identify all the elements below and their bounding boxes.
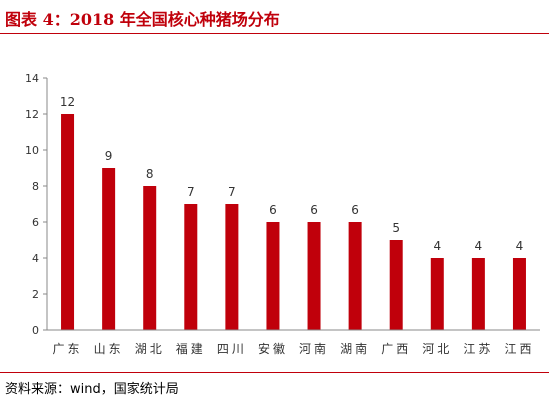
source-note: 资料来源：wind，国家统计局 <box>5 382 179 397</box>
bar <box>184 204 198 330</box>
bar <box>389 240 403 330</box>
x-tick-label: 河北 <box>422 342 452 356</box>
x-tick-label: 江西 <box>504 342 534 356</box>
bar <box>102 168 116 330</box>
bar <box>430 258 444 330</box>
y-tick-label: 8 <box>32 180 39 193</box>
figure-title: 图表 4：2018 年全国核心种猪场分布 <box>5 10 280 29</box>
y-tick-label: 0 <box>32 324 39 337</box>
bar <box>225 204 239 330</box>
bar-value-label: 4 <box>433 239 441 253</box>
bar-value-label: 9 <box>105 149 113 163</box>
bar <box>61 114 75 330</box>
bar-value-label: 4 <box>516 239 524 253</box>
bar <box>471 258 485 330</box>
bar <box>266 222 280 330</box>
x-axis: 广东 山东 湖北 福建 四川 安徽 河南 湖南 广西 河北 江苏 江西 <box>47 329 540 356</box>
x-tick-label: 安徽 <box>258 341 288 356</box>
bar-value-label: 6 <box>310 203 318 217</box>
data-labels: 12 9 8 7 7 6 6 6 5 4 4 4 <box>60 95 523 253</box>
bar-value-label: 6 <box>269 203 277 217</box>
y-tick-label: 4 <box>32 252 39 265</box>
bar-value-label: 5 <box>392 221 400 235</box>
x-tick-label: 四川 <box>217 342 247 356</box>
y-tick-label: 12 <box>25 108 39 121</box>
x-tick-label: 江苏 <box>463 342 493 356</box>
y-axis: 0 2 4 6 8 10 12 14 <box>25 72 48 337</box>
x-tick-label: 湖南 <box>340 341 370 356</box>
bar-value-label: 8 <box>146 167 154 181</box>
bar <box>512 258 526 330</box>
header-divider <box>0 33 549 34</box>
footer-divider <box>0 372 549 373</box>
figure-header: 图表 4：2018 年全国核心种猪场分布 <box>0 0 549 34</box>
x-tick-label: 河南 <box>299 341 329 356</box>
bar <box>307 222 321 330</box>
bar-value-label: 6 <box>351 203 359 217</box>
x-tick-label: 广西 <box>381 342 411 356</box>
bar-chart: 0 2 4 6 8 10 12 14 12 9 8 7 7 6 6 6 5 4 4 4 广东 山东 湖北 福建 四川 安徽 河南… <box>25 72 540 356</box>
bar-value-label: 12 <box>60 95 75 109</box>
x-tick-label: 山东 <box>94 342 124 356</box>
bar-series <box>61 114 526 330</box>
x-tick-label: 福建 <box>176 341 206 356</box>
y-tick-label: 2 <box>32 288 39 301</box>
y-tick-label: 6 <box>32 216 39 229</box>
bar <box>348 222 362 330</box>
x-tick-label: 湖北 <box>135 341 165 356</box>
y-tick-label: 10 <box>25 144 39 157</box>
bar-value-label: 4 <box>475 239 483 253</box>
bar <box>143 186 157 330</box>
x-tick-label: 广东 <box>53 342 83 356</box>
bar-value-label: 7 <box>187 185 195 199</box>
y-tick-label: 14 <box>25 72 39 85</box>
bar-value-label: 7 <box>228 185 236 199</box>
